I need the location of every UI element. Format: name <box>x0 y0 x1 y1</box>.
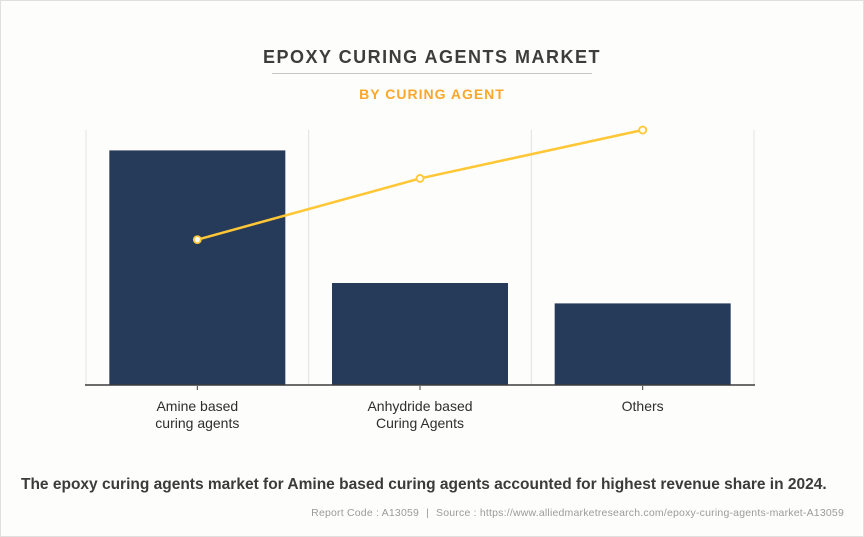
report-code: Report Code : A13059 <box>311 507 420 519</box>
meta-separator: | <box>426 507 430 519</box>
chart-subtitle: BY CURING AGENT <box>359 86 505 102</box>
category-label-anhydride-based-curing-agents: Anhydride based <box>367 398 472 414</box>
chart-header: EPOXY CURING AGENTS MARKET BY CURING AGE… <box>1 47 863 102</box>
category-label-amine-based-curing-agents: Amine based <box>156 398 238 414</box>
title-underline <box>272 73 592 74</box>
bar-anhydride-based-curing-agents <box>332 283 508 385</box>
category-label-amine-based-curing-agents: curing agents <box>155 415 239 431</box>
chart-title: EPOXY CURING AGENTS MARKET <box>262 47 602 67</box>
report-meta: Report Code : A13059 | Source : https://ww… <box>311 507 844 519</box>
trend-line-marker-others <box>638 125 648 135</box>
bar-amine-based-curing-agents <box>109 150 286 385</box>
bar-others <box>554 303 731 385</box>
key-insight-statement: The epoxy curing agents market for Amine… <box>21 476 827 493</box>
category-label-others: Others <box>622 398 664 414</box>
trend-line-marker-amine-based-curing-agents <box>192 235 202 245</box>
category-label-anhydride-based-curing-agents: Curing Agents <box>376 415 464 431</box>
trend-line-marker-anhydride-based-curing-agents <box>415 174 425 183</box>
source-url: Source : https://www.alliedmarketresearc… <box>436 507 844 519</box>
